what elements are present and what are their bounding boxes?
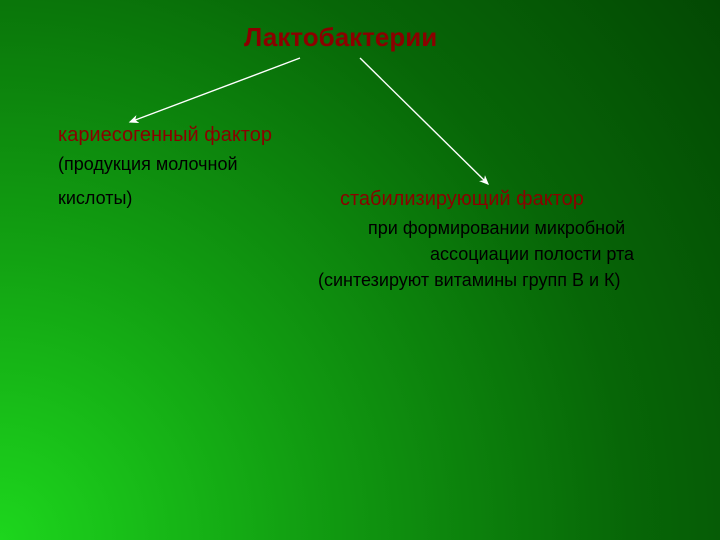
- left-heading: кариесогенный фактор: [58, 124, 272, 147]
- left-subtext-1: (продукция молочной: [58, 154, 238, 175]
- left-subtext-2: кислоты): [58, 188, 132, 209]
- connector-line: [130, 58, 300, 122]
- slide-content: Лактобактерии кариесогенный фактор (прод…: [0, 0, 720, 540]
- right-line-2: ассоциации полости рта: [430, 244, 634, 265]
- right-line-3: (синтезируют витамины групп В и К): [318, 270, 621, 291]
- connector-line: [360, 58, 488, 184]
- right-line-1: при формировании микробной: [368, 218, 625, 239]
- right-heading: стабилизирующий фактор: [340, 188, 584, 211]
- slide-title: Лактобактерии: [244, 22, 437, 53]
